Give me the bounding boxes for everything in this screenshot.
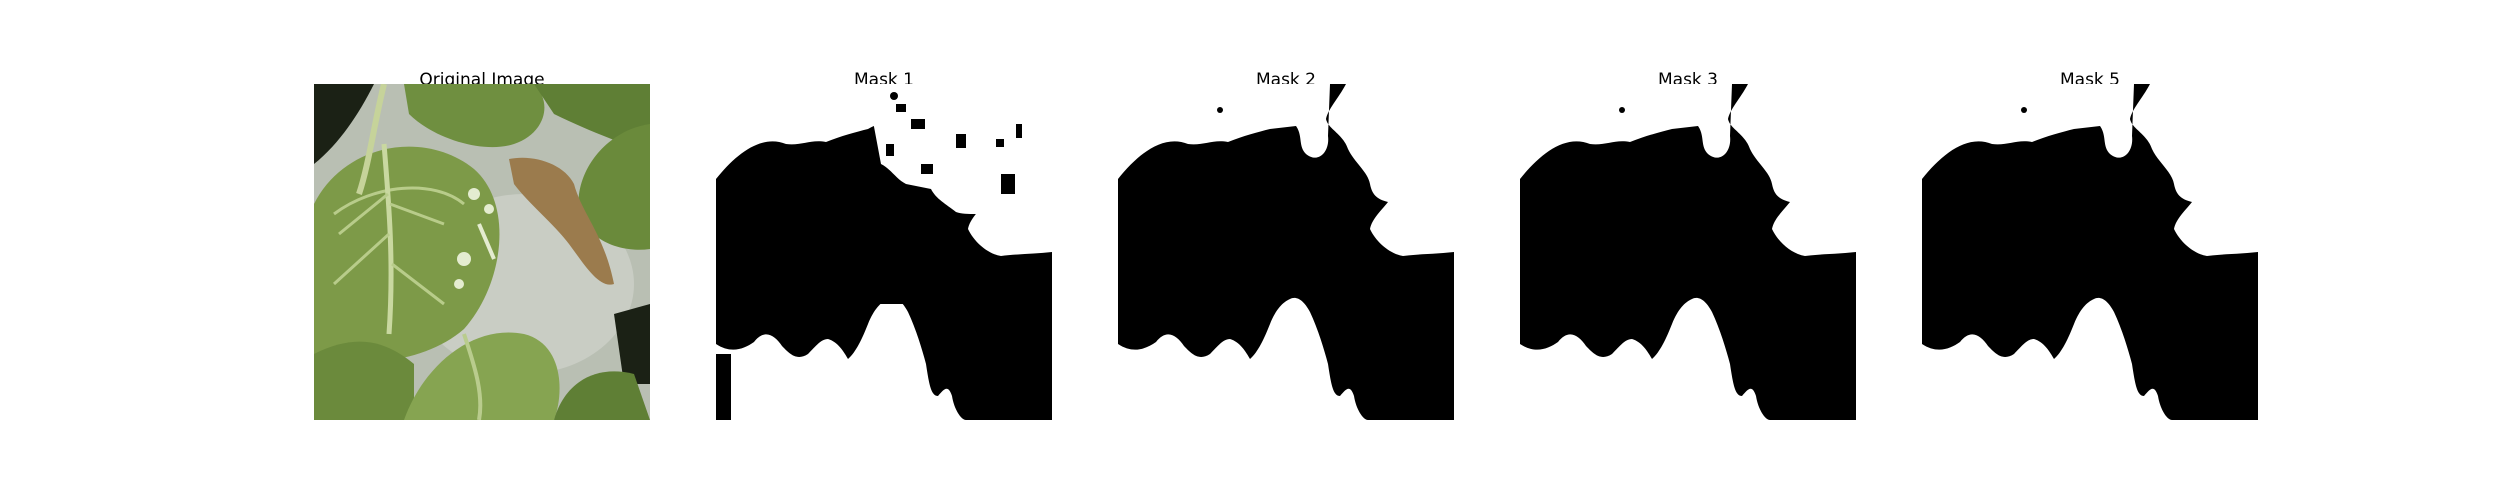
mask-3-image bbox=[1520, 84, 1856, 420]
mask-5-image bbox=[1922, 84, 2258, 420]
mask-2-image bbox=[1118, 84, 1454, 420]
original-leaf-photo bbox=[314, 84, 650, 420]
mask-1-image bbox=[716, 84, 1052, 420]
